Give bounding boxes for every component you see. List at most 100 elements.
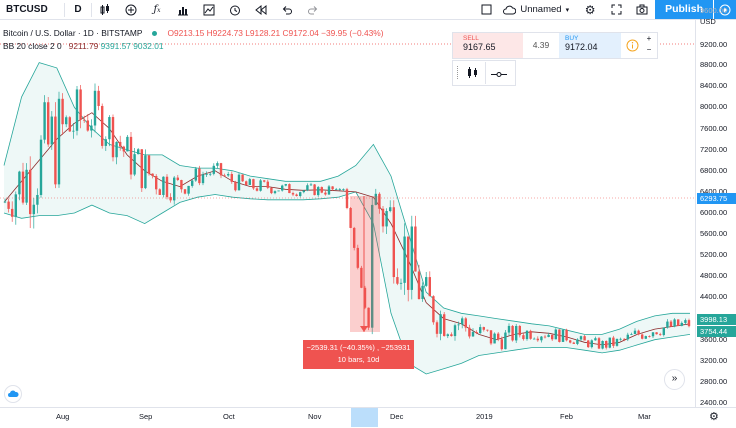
redo-icon[interactable]: [300, 4, 326, 16]
quantity-stepper[interactable]: + −: [646, 34, 652, 54]
candle-body: [36, 194, 39, 205]
candle-body: [29, 169, 32, 215]
settings-gear-icon[interactable]: ⚙: [584, 2, 596, 17]
candle-body: [281, 185, 284, 191]
candle-body: [147, 155, 151, 174]
candle-body: [511, 325, 514, 341]
candle-body: [11, 208, 14, 217]
candle-body: [587, 340, 590, 348]
candle-body: [565, 329, 568, 341]
horizontal-line-tool-icon[interactable]: [491, 67, 507, 85]
sell-button[interactable]: SELL 9167.65: [453, 33, 523, 58]
candle-body: [129, 136, 133, 175]
publish-button[interactable]: Publish: [655, 0, 713, 19]
candle-body: [241, 174, 244, 182]
candle-body: [295, 194, 298, 197]
candle-body: [122, 146, 125, 152]
candle-body: [669, 321, 673, 327]
candle-body: [356, 247, 359, 268]
candle-body: [126, 136, 129, 152]
drag-handle[interactable]: [457, 66, 460, 79]
undo-icon[interactable]: [274, 4, 300, 16]
candle-body: [489, 330, 493, 344]
candle-body: [39, 139, 43, 195]
buy-button[interactable]: BUY 9172.04: [559, 33, 621, 58]
indicators-icon[interactable]: ƒx: [153, 4, 161, 15]
candle-body: [158, 189, 161, 195]
replay-icon[interactable]: [248, 4, 274, 16]
candle-body: [363, 287, 367, 308]
candle-body: [583, 336, 586, 341]
alert-clock-icon[interactable]: [222, 4, 248, 16]
candle-body: [590, 340, 593, 348]
candle-body: [446, 334, 449, 337]
candle-body: [230, 174, 233, 182]
candles-tool-icon[interactable]: [466, 66, 480, 84]
tradingview-logo-icon[interactable]: [4, 385, 22, 403]
time-axis[interactable]: [0, 407, 736, 428]
bb-legend[interactable]: BB 20 close 2 0 9211.79 9391.57 9032.01: [3, 41, 164, 51]
symbol-search[interactable]: BTCUSD: [6, 4, 48, 15]
candle-body: [212, 165, 215, 174]
candle-body: [547, 334, 550, 337]
candle-body: [259, 180, 262, 191]
measure-line2: 10 bars, 10d: [337, 355, 380, 364]
candle-body: [569, 340, 572, 343]
layout-square-icon[interactable]: [473, 4, 499, 15]
candle-body: [493, 333, 496, 344]
price-label-9200: 9200.00: [700, 40, 728, 49]
price-label: 2400.00: [700, 398, 728, 407]
candle-body: [443, 314, 446, 337]
candle-body: [216, 163, 219, 166]
axis-settings-gear-icon[interactable]: ⚙: [709, 411, 719, 423]
candle-body: [687, 320, 691, 327]
candle-body: [522, 335, 525, 340]
candle-body: [655, 332, 658, 335]
candles-icon[interactable]: [92, 3, 118, 16]
candle-body: [482, 327, 485, 330]
candle-body: [43, 102, 46, 140]
candle-body: [403, 236, 406, 283]
candle-body: [205, 174, 208, 175]
candle-body: [61, 98, 64, 125]
layout-menu[interactable]: Unnamed ▾: [499, 4, 577, 15]
candle-body: [428, 277, 431, 297]
candle-body: [111, 117, 115, 158]
symbol-title[interactable]: Bitcoin / U.S. Dollar · 1D · BITSTAMP: [3, 28, 143, 38]
candle-body: [543, 336, 547, 338]
play-icon[interactable]: [713, 0, 736, 19]
time-label: Mar: [638, 412, 651, 421]
candle-body: [165, 176, 169, 198]
sell-price: 9167.65: [463, 42, 496, 52]
candle-body: [605, 341, 608, 348]
compare-add-icon[interactable]: [118, 4, 144, 16]
candle-body: [399, 282, 403, 284]
time-label: Feb: [560, 412, 573, 421]
candle-body: [684, 320, 687, 323]
candle-body: [324, 192, 327, 195]
candle-body: [115, 141, 118, 158]
candle-body: [270, 187, 273, 194]
interval-button[interactable]: D: [74, 4, 82, 15]
candle-body: [173, 177, 176, 201]
fullscreen-icon[interactable]: [603, 4, 629, 15]
financials-icon[interactable]: [170, 4, 196, 16]
candle-body: [234, 181, 237, 191]
price-axis[interactable]: [695, 20, 736, 407]
candle-body: [25, 169, 28, 203]
candle-body: [518, 326, 521, 336]
price-tag-last: 3998.13: [697, 314, 736, 325]
candle-body: [525, 330, 529, 340]
price-label: 8000.00: [700, 102, 728, 112]
candle-body: [263, 180, 266, 182]
candle-body: [475, 332, 478, 334]
templates-icon[interactable]: [196, 4, 222, 16]
candle-body: [79, 89, 82, 120]
currency-label: USD: [700, 17, 716, 26]
scroll-to-realtime-icon[interactable]: »: [664, 369, 685, 390]
candle-body: [18, 171, 21, 195]
info-icon[interactable]: [621, 33, 643, 58]
market-status-dot: [152, 30, 158, 36]
camera-icon[interactable]: [629, 4, 655, 15]
